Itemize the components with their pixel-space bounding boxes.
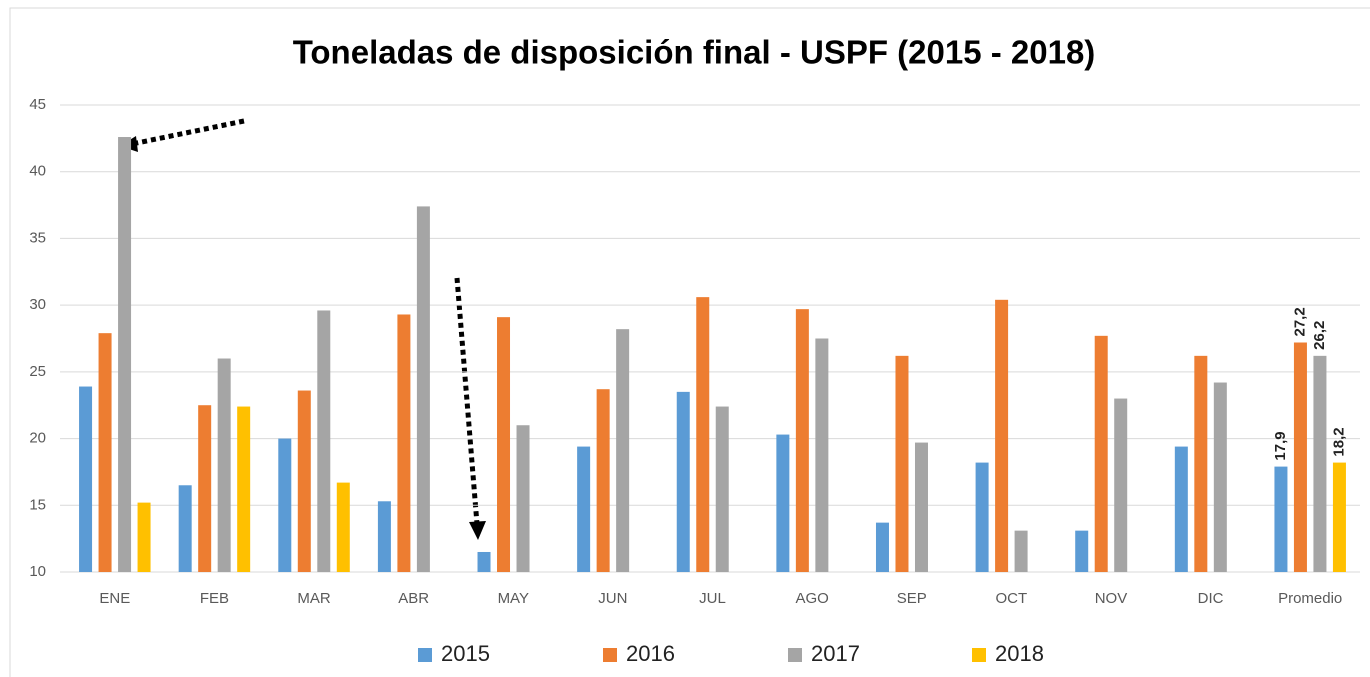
data-label: 27,2 xyxy=(1291,307,1308,336)
x-tick-label: JUL xyxy=(699,590,726,607)
legend-swatch xyxy=(972,648,986,662)
y-tick-label: 35 xyxy=(29,229,46,246)
bar xyxy=(118,137,132,572)
x-tick-label: ABR xyxy=(398,590,429,607)
bar xyxy=(516,425,530,572)
bar xyxy=(497,317,511,572)
bar xyxy=(416,206,430,573)
bar xyxy=(975,462,989,572)
y-tick-label: 45 xyxy=(29,96,46,113)
bar xyxy=(79,386,93,572)
x-tick-label: DIC xyxy=(1198,590,1224,607)
bar xyxy=(1194,355,1208,572)
bar xyxy=(198,405,212,572)
bar xyxy=(397,314,411,572)
bar xyxy=(98,333,112,572)
bar xyxy=(178,485,192,572)
bar xyxy=(616,329,630,572)
bar xyxy=(477,551,491,572)
bar xyxy=(377,501,391,572)
bar xyxy=(1213,382,1227,572)
bar xyxy=(815,338,829,572)
y-tick-label: 40 xyxy=(29,163,46,180)
bar xyxy=(715,406,729,572)
bar xyxy=(1274,466,1288,572)
bar xyxy=(317,310,331,572)
legend-swatch xyxy=(418,648,432,662)
x-tick-label: NOV xyxy=(1095,590,1128,607)
legend-label: 2017 xyxy=(811,641,860,666)
legend-label: 2018 xyxy=(995,641,1044,666)
x-tick-label: OCT xyxy=(996,590,1028,607)
bar xyxy=(1114,398,1128,572)
x-tick-label: AGO xyxy=(795,590,828,607)
y-tick-label: 20 xyxy=(29,430,46,447)
bar xyxy=(895,355,909,572)
data-label: 26,2 xyxy=(1311,321,1328,350)
bar xyxy=(1174,446,1188,572)
bar xyxy=(137,502,151,572)
bar xyxy=(995,299,1009,572)
bar xyxy=(237,406,251,572)
bar xyxy=(1332,462,1346,572)
y-tick-label: 25 xyxy=(29,363,46,380)
x-tick-label: FEB xyxy=(200,590,229,607)
y-tick-label: 10 xyxy=(29,563,46,580)
data-label: 18,2 xyxy=(1330,427,1347,456)
bar xyxy=(577,446,591,572)
x-tick-label: SEP xyxy=(897,590,927,607)
bar xyxy=(297,390,311,572)
legend-swatch xyxy=(603,648,617,662)
x-tick-label: MAY xyxy=(498,590,529,607)
legend-label: 2015 xyxy=(441,641,490,666)
bar xyxy=(1293,342,1307,572)
x-tick-label: MAR xyxy=(297,590,331,607)
bar xyxy=(776,434,790,572)
bar xyxy=(1014,530,1028,572)
legend-label: 2016 xyxy=(626,641,675,666)
chart-title: Toneladas de disposición final - USPF (2… xyxy=(293,34,1096,71)
bar xyxy=(278,438,292,572)
legend-swatch xyxy=(788,648,802,662)
bar xyxy=(217,358,231,572)
bar xyxy=(1094,335,1108,572)
bar xyxy=(696,297,710,572)
x-tick-label: JUN xyxy=(598,590,627,607)
x-tick-label: Promedio xyxy=(1278,590,1342,607)
x-tick-label: ENE xyxy=(99,590,130,607)
bar xyxy=(795,309,809,572)
bar xyxy=(1313,355,1327,572)
bar xyxy=(336,482,350,572)
data-label: 17,9 xyxy=(1272,431,1289,460)
bar xyxy=(676,391,690,572)
chart-frame xyxy=(9,7,1370,677)
y-tick-label: 15 xyxy=(29,496,46,513)
bar xyxy=(596,389,610,572)
bar xyxy=(1075,530,1089,572)
bar xyxy=(914,442,928,572)
bar xyxy=(875,522,889,572)
y-tick-label: 30 xyxy=(29,296,46,313)
